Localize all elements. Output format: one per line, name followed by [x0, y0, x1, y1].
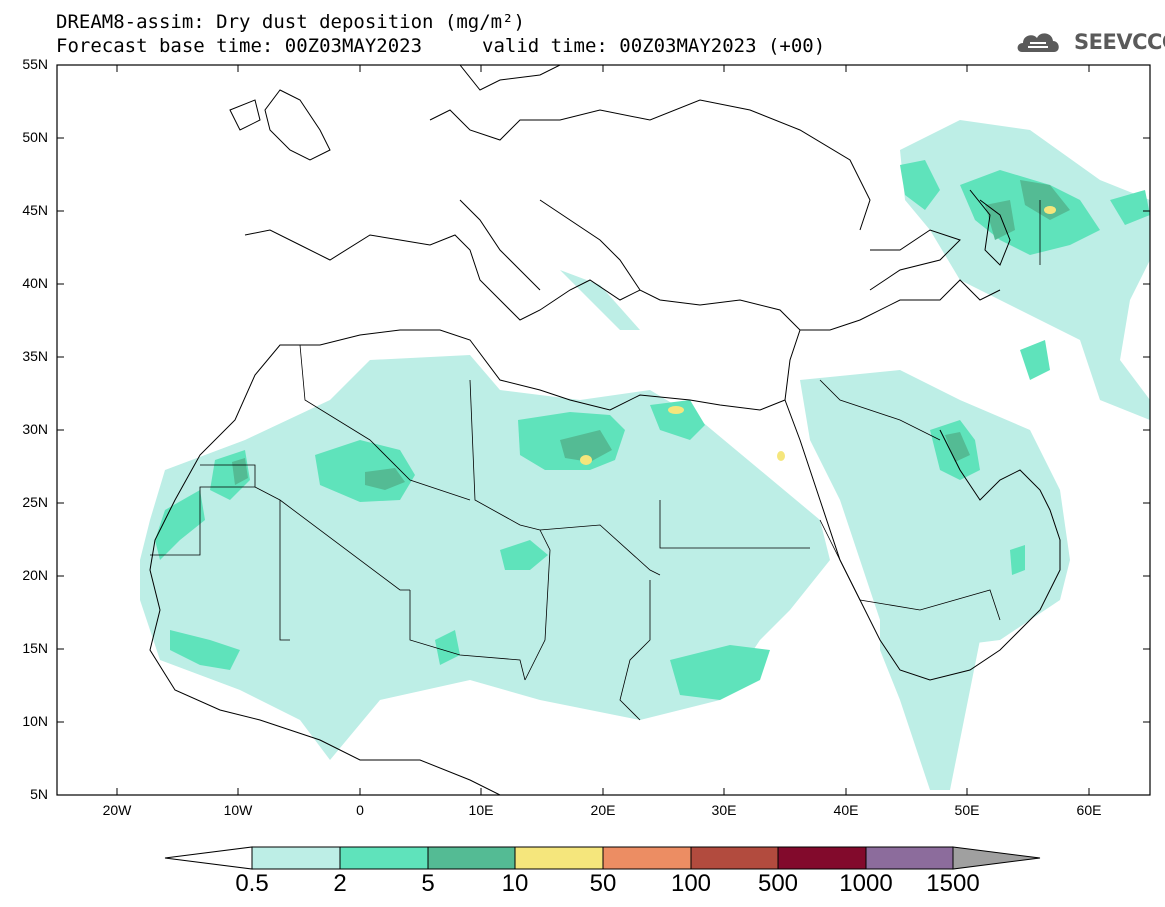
lat-label: 40N	[22, 275, 48, 291]
lon-label: 10E	[468, 802, 494, 818]
lon-label: 60E	[1076, 802, 1102, 818]
colorbar-label: 1000	[839, 870, 893, 897]
lat-label: 50N	[22, 129, 48, 145]
cloud-icon	[1017, 33, 1059, 52]
colorbar-label: 1500	[926, 870, 980, 897]
lon-label: 10W	[223, 802, 253, 818]
colorbar-label: 5	[421, 870, 435, 897]
colorbar-swatch-6	[690, 846, 779, 870]
lon-label: 50E	[954, 802, 980, 818]
colorbar	[164, 846, 1041, 870]
lon-label: 20W	[102, 802, 132, 818]
colorbar-label: 50	[589, 870, 617, 897]
forecast-base-time: Forecast base time: 00Z03MAY2023	[56, 35, 423, 57]
colorbar-swatch-2	[339, 846, 429, 870]
deposition-level-10	[580, 206, 1056, 465]
colorbar-label: 10	[501, 870, 529, 897]
lat-label: 25N	[22, 494, 48, 510]
lat-label: 10N	[22, 713, 48, 729]
lat-label: 15N	[22, 640, 48, 656]
lat-label: 5N	[30, 786, 48, 802]
lat-label: 55N	[22, 56, 48, 72]
colorbar-left-arrow	[164, 846, 253, 870]
lat-label: 20N	[22, 567, 48, 583]
deposition-level-0p5	[140, 120, 1150, 790]
lat-ticks	[57, 64, 1150, 723]
colorbar-swatch-7	[777, 846, 867, 870]
lat-label: 30N	[22, 421, 48, 437]
colorbar-label: 2	[333, 870, 347, 897]
lon-label: 30E	[711, 802, 737, 818]
coastlines	[149, 65, 1061, 795]
colorbar-swatch-8	[865, 846, 954, 870]
lon-label: 0	[356, 802, 364, 818]
colorbar-label: 500	[757, 870, 799, 897]
deposition-fields	[140, 120, 1150, 790]
country-borders	[150, 200, 1041, 721]
logo-text: SEEVCCC	[1074, 30, 1165, 54]
colorbar-label: 100	[670, 870, 712, 897]
colorbar-right-arrow	[952, 846, 1041, 870]
colorbar-swatch-1	[251, 846, 341, 870]
deposition-level-5	[232, 180, 1070, 490]
lon-label: 20E	[590, 802, 616, 818]
lon-label: 40E	[833, 802, 859, 818]
colorbar-swatch-4	[514, 846, 604, 870]
colorbar-label: 0.5	[235, 870, 269, 897]
map-title: DREAM8-assim: Dry dust deposition (mg/m²…	[56, 11, 525, 33]
valid-time: valid time: 00Z03MAY2023 (+00)	[482, 35, 826, 57]
lon-ticks	[116, 65, 1090, 795]
colorbar-swatch-3	[427, 846, 516, 870]
colorbar-swatch-5	[602, 846, 692, 870]
lat-label: 45N	[22, 202, 48, 218]
lat-label: 35N	[22, 348, 48, 364]
